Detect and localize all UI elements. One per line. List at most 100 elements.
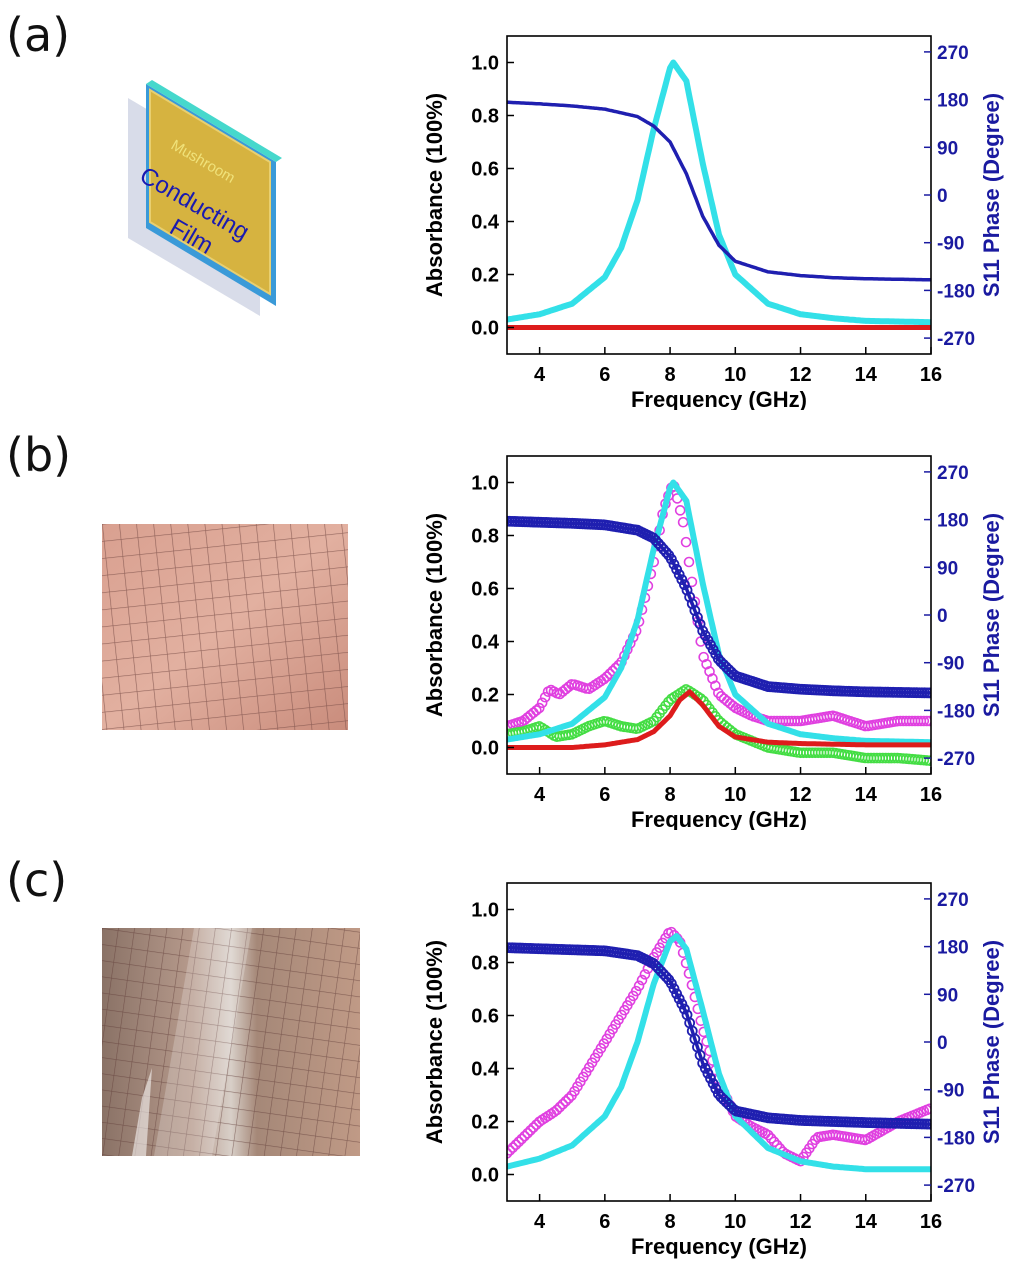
data-point [560,1096,572,1107]
data-point [918,715,930,727]
data-point [528,1122,539,1133]
data-point [679,579,690,591]
data-point [533,702,545,714]
data-point [665,553,677,565]
y2-tick-label: 90 [937,985,958,1006]
data-point [683,556,695,568]
x-tick-label: 6 [599,1211,610,1233]
y-tick-label: 0.2 [471,1112,499,1134]
y2-tick-label: -90 [937,1081,964,1102]
y-axis-label: Absorbance (100%) [422,513,447,717]
data-point [630,985,642,997]
data-point [665,978,677,989]
data-point [924,715,931,727]
y-tick-label: 0.2 [471,685,499,707]
y2-tick-label: -180 [937,701,975,722]
plot-area [507,926,931,1173]
y-tick-label: 0.0 [471,1165,499,1187]
y2-axis-label: S11 Phase (Degree) [979,93,1004,297]
data-point [680,536,692,548]
data-point [668,558,680,570]
absorbance-chart-a: 4 6 8 10 12 14 16 0.0 0.2 0.4 0.6 0.8 1.0 -270 -180 -90… [422,35,1004,410]
data-point [554,1101,566,1113]
data-point [673,569,685,580]
y2-tick-label: 90 [937,138,958,159]
y2-tick-label: -90 [937,234,964,255]
data-point [674,505,686,516]
series-magenta-markers [507,926,931,1167]
data-point [507,1145,516,1156]
x-tick-label: 12 [789,1211,811,1233]
data-point [676,574,688,585]
series-red-line [507,689,931,750]
y-tick-label: 0.4 [471,632,500,654]
film-edge [146,80,282,162]
y-axis-label: Absorbance (100%) [422,940,447,1144]
y2-tick-label: 180 [937,511,969,532]
x-tick-label: 16 [920,784,942,806]
data-point [809,1134,821,1146]
data-point [507,1148,513,1159]
data-point [660,971,672,983]
x-axis-label: Frequency (GHz) [631,387,807,410]
data-point [522,1127,533,1139]
series-blue-line [507,100,931,282]
data-point [699,1062,711,1074]
data-point [633,980,645,992]
series-blue-line [507,519,931,695]
data-point [673,993,685,1005]
x-tick-label: 4 [534,364,546,386]
x-tick-label: 14 [855,784,878,806]
x-tick-label: 14 [855,1211,878,1233]
y2-tick-label: -270 [937,1176,975,1197]
y-tick-label: 0.8 [471,526,499,548]
data-point [601,671,613,682]
data-point [650,534,662,546]
x-tick-label: 16 [920,364,942,386]
y2-tick-label: 180 [937,91,969,112]
absorber-schematic: Mushroom Conducting Film [128,80,282,316]
data-point [705,1073,716,1084]
sample-photo-flat [102,524,348,730]
data-point [710,1083,722,1095]
x-tick-label: 10 [724,784,746,806]
y-tick-label: 0.6 [471,159,499,181]
data-point [679,1003,690,1015]
data-point [676,998,688,1010]
data-point [536,697,548,709]
x-axis-label: Frequency (GHz) [631,1234,807,1259]
panel-label-b: (b) [6,428,72,482]
plot-area [507,479,931,766]
data-point [519,1130,530,1142]
y-tick-label: 0.2 [471,265,499,287]
x-tick-label: 10 [724,364,746,386]
y-tick-label: 1.0 [471,473,499,495]
absorbance-chart-c: 4 6 8 10 12 14 16 0.0 0.2 0.4 0.6 0.8 1.0 -270 -180 -90… [422,882,1004,1259]
data-point [525,1125,536,1136]
y2-tick-label: 270 [937,463,969,484]
data-point [658,543,669,555]
y2-axis-label: S11 Phase (Degree) [979,940,1004,1144]
data-point [768,1136,780,1148]
y2-tick-label: -180 [937,281,975,302]
data-point [652,537,664,549]
data-point [513,1136,525,1148]
x-tick-label: 16 [920,1211,942,1233]
data-point [713,687,724,699]
data-point [539,691,551,703]
mushroom-layer [149,88,271,296]
x-tick-label: 6 [599,784,610,806]
data-point [668,983,680,995]
y-tick-label: 0.8 [471,106,499,128]
absorbance-chart-b: 4 6 8 10 12 14 16 0.0 0.2 0.4 0.6 0.8 1.0 -270 -180 -90… [422,455,1004,830]
data-point [702,1067,714,1079]
data-point [677,516,689,528]
data-point [924,1103,931,1115]
plot-frame [506,882,932,1202]
data-point [639,969,651,980]
y-tick-label: 0.4 [471,1059,500,1081]
y2-tick-label: 0 [937,1033,948,1054]
x-tick-label: 10 [724,1211,746,1233]
y2-tick-label: -90 [937,654,964,675]
data-point [671,988,683,1000]
